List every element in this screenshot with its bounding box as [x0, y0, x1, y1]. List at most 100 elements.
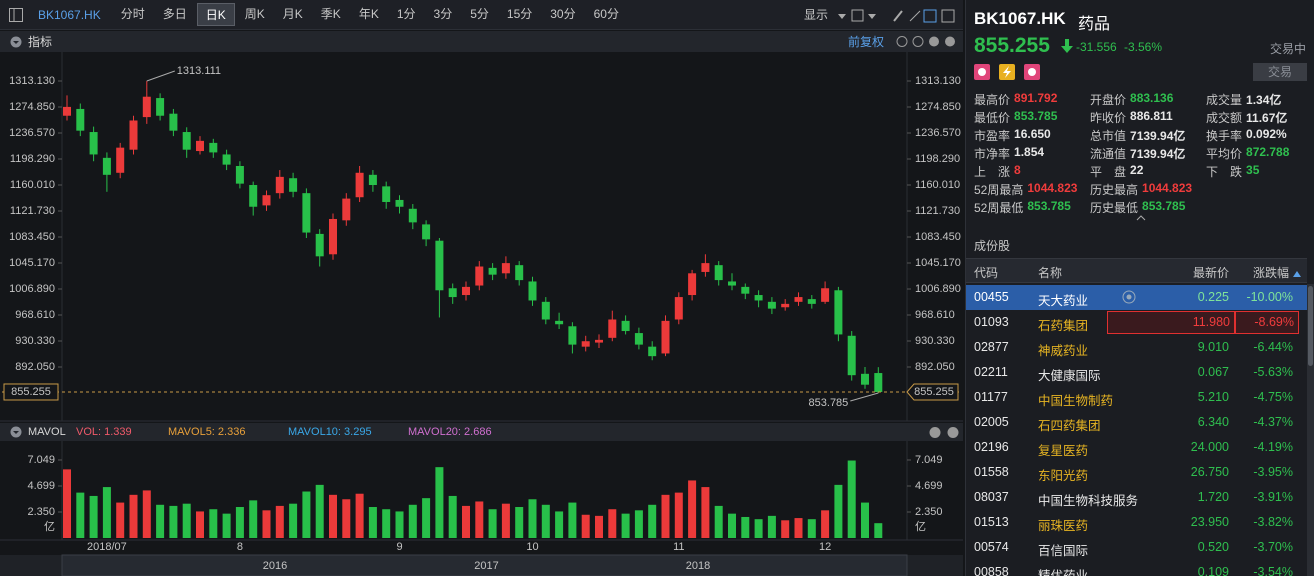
column-header[interactable]: 最新价	[1192, 266, 1229, 280]
period-tab[interactable]: 多日	[162, 7, 187, 21]
volume-bar	[342, 499, 351, 538]
volume-bar	[754, 519, 763, 538]
volume-bar	[368, 507, 377, 538]
volume-bar	[794, 518, 803, 538]
icon	[1028, 68, 1036, 76]
y-tick-label: 1313.130	[915, 75, 961, 87]
candle-body	[182, 132, 191, 150]
table-row[interactable]: 00574 百信国际 0.520 -3.70%	[966, 535, 1307, 560]
period-tab[interactable]: 分时	[120, 7, 145, 21]
legend-entry: VOL: 1.339	[76, 426, 132, 438]
period-tab[interactable]: 3分	[433, 7, 453, 21]
candle-body	[355, 172, 364, 198]
table-row[interactable]: 02211 大健康国际 0.067 -5.63%	[966, 360, 1307, 385]
candle-body	[475, 266, 484, 286]
table-row[interactable]: 08037 中国生物科技服务 1.720 -3.91%	[966, 485, 1307, 510]
period-tab[interactable]: 1分	[396, 7, 416, 21]
stats-cell: 平 盘 22	[1090, 163, 1206, 180]
indicator-bar: 指标 前复权	[0, 31, 963, 52]
table-row[interactable]: 00858 精优药业 0.109 -3.54%	[966, 560, 1307, 576]
period-tab[interactable]: 周K	[244, 7, 265, 21]
period-tab[interactable]: 60分	[593, 7, 619, 21]
volume-bar	[382, 509, 391, 538]
timeline-label: 2016	[263, 560, 287, 572]
y-tick-label: 1274.850	[915, 101, 961, 113]
column-header[interactable]: 涨跌幅	[1253, 264, 1301, 281]
y-tick-label: 1083.450	[915, 231, 961, 243]
column-header[interactable]: 代码	[974, 266, 999, 280]
stat-label: 市净率	[974, 147, 1011, 161]
period-tab[interactable]: 月K	[282, 7, 303, 21]
stats-row: 最高价 891.792 开盘价 883.136 成交量 1.34亿	[974, 91, 1314, 108]
column-header[interactable]: 名称	[1038, 266, 1063, 280]
period-tab[interactable]: 5分	[470, 7, 489, 21]
stat-value: 0.092%	[1246, 127, 1287, 141]
candle-body	[874, 373, 883, 392]
icon	[1003, 66, 1011, 78]
table-row[interactable]: 02877 神威药业 9.010 -6.44%	[966, 335, 1307, 360]
watch-icon[interactable]	[1122, 290, 1136, 304]
volume-bar	[767, 515, 776, 538]
volume-bar	[63, 469, 71, 538]
period-tab[interactable]: 年K	[358, 7, 379, 21]
stat-label: 总市值	[1090, 129, 1127, 143]
display-menu[interactable]: 显示	[804, 8, 829, 22]
trade-button[interactable]: 交易	[1253, 63, 1307, 81]
table-cell: 0.109	[1197, 565, 1229, 576]
table-cell: 08037	[974, 490, 1009, 504]
candle-body	[714, 265, 723, 281]
volume-bar	[116, 502, 125, 538]
stat-value: 16.650	[1014, 127, 1051, 141]
candle-body	[102, 157, 111, 175]
stats-cell: 流通值 7139.94亿	[1090, 145, 1206, 162]
candle-body	[116, 147, 125, 173]
collapse-icon[interactable]	[10, 426, 22, 438]
stat-value: 886.811	[1130, 109, 1173, 123]
stat-label: 流通值	[1090, 147, 1127, 161]
table-row[interactable]: 01177 中国生物制药 5.210 -4.75%	[966, 385, 1307, 410]
candle-body	[435, 240, 444, 291]
y-tick-label: 1160.010	[915, 179, 960, 191]
table-row[interactable]: 01558 东阳光药 26.750 -3.95%	[966, 460, 1307, 485]
volume-bar	[781, 520, 790, 538]
collapse-chevron[interactable]	[1136, 215, 1146, 221]
table-cell: 6.340	[1197, 415, 1229, 429]
navigator-window[interactable]	[61, 554, 908, 576]
volume-bar	[76, 492, 85, 538]
scroll-thumb[interactable]	[1308, 286, 1313, 366]
table-row[interactable]: 00455 天大药业 0.225 -10.00%	[966, 285, 1307, 310]
candle-body	[528, 281, 537, 301]
adjust-mode[interactable]: 前复权	[848, 35, 885, 49]
table-row[interactable]: 01093 石药集团 11.980 -8.69%	[966, 310, 1307, 335]
candle-body	[142, 96, 151, 118]
chart-area: 1313.130 1313.130 1274.850 1274.850 1236.570…	[0, 52, 963, 576]
table-cell: -4.37%	[1253, 415, 1293, 429]
legend-entry: MAVOL20: 2.686	[408, 426, 492, 438]
table-row[interactable]: 02196 复星医药 24.000 -4.19%	[966, 435, 1307, 460]
table-cell: 0.520	[1197, 540, 1229, 554]
volume-bar	[142, 490, 151, 538]
unit-label: 亿	[915, 520, 926, 533]
legend-entry: MAVOL10: 3.295	[288, 426, 372, 438]
volume-bar	[861, 502, 869, 538]
symbol[interactable]: BK1067.HK	[38, 7, 101, 22]
volume-bar	[235, 507, 244, 538]
table-row[interactable]: 02005 石四药集团 6.340 -4.37%	[966, 410, 1307, 435]
period-tab[interactable]: 日K	[196, 3, 235, 26]
candle-body	[821, 288, 830, 302]
volume-bar	[355, 493, 364, 538]
period-tab[interactable]: 30分	[550, 7, 576, 21]
period-tab[interactable]: 季K	[320, 7, 341, 21]
sidebar-toggle[interactable]	[8, 7, 24, 23]
volume-bar	[874, 523, 883, 538]
collapse-icon[interactable]	[10, 36, 22, 48]
scrollbar[interactable]	[1307, 284, 1314, 576]
icon	[978, 68, 986, 76]
stats-cell: 52周最高 1044.823	[974, 181, 1090, 198]
volume-title: MAVOL	[28, 426, 66, 438]
table-cell: 02211	[974, 365, 1008, 379]
period-tab[interactable]: 15分	[506, 7, 533, 21]
table-cell: -3.82%	[1253, 515, 1293, 529]
table-row[interactable]: 01513 丽珠医药 23.950 -3.82%	[966, 510, 1307, 535]
candle-body	[275, 176, 284, 194]
